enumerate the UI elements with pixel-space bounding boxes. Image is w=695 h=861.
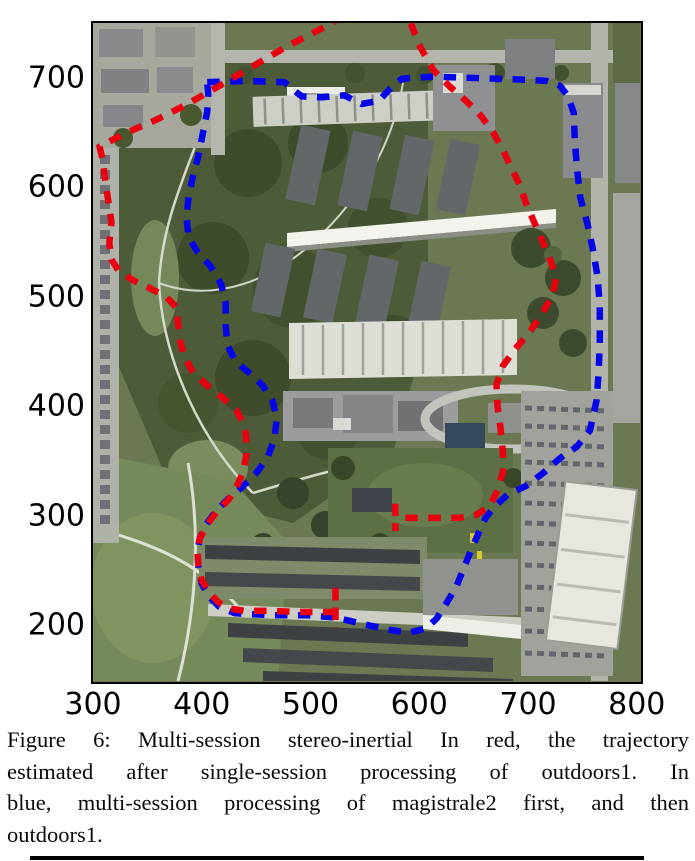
caption-line: Figure 6: Multi-session stereo-inertial … — [7, 727, 689, 752]
plot-frame — [90, 20, 643, 684]
x-tick-label: 600 — [390, 687, 448, 722]
caption-line: outdoors1. — [7, 821, 103, 847]
caption-line: blue, multi-session processing of magist… — [7, 790, 689, 815]
red-trajectory — [95, 22, 560, 615]
map-topleft-buildings — [92, 22, 211, 148]
x-tick-label: 800 — [608, 687, 666, 722]
x-tick-label: 700 — [499, 687, 557, 722]
satellite-map — [92, 22, 640, 681]
map-background — [92, 22, 640, 681]
caption-line: estimated after single-session processin… — [7, 758, 689, 784]
y-tick-label: 600 — [27, 169, 85, 205]
x-tick-label: 500 — [281, 687, 340, 722]
y-tick-label: 400 — [27, 388, 85, 424]
y-tick-label: 300 — [27, 498, 85, 534]
map-right-side — [432, 22, 640, 676]
blue-trajectory — [182, 72, 603, 636]
figure-caption: Figure 6: Multi-session stereo-inertial … — [7, 724, 689, 850]
x-tick-label: 300 — [64, 687, 122, 722]
page-divider-rule — [30, 856, 644, 860]
y-tick-label: 200 — [27, 607, 85, 643]
y-tick-label: 500 — [27, 279, 85, 315]
x-tick-label: 400 — [173, 687, 231, 722]
map-housing-rows — [198, 536, 560, 681]
y-tick-label: 700 — [27, 60, 85, 96]
